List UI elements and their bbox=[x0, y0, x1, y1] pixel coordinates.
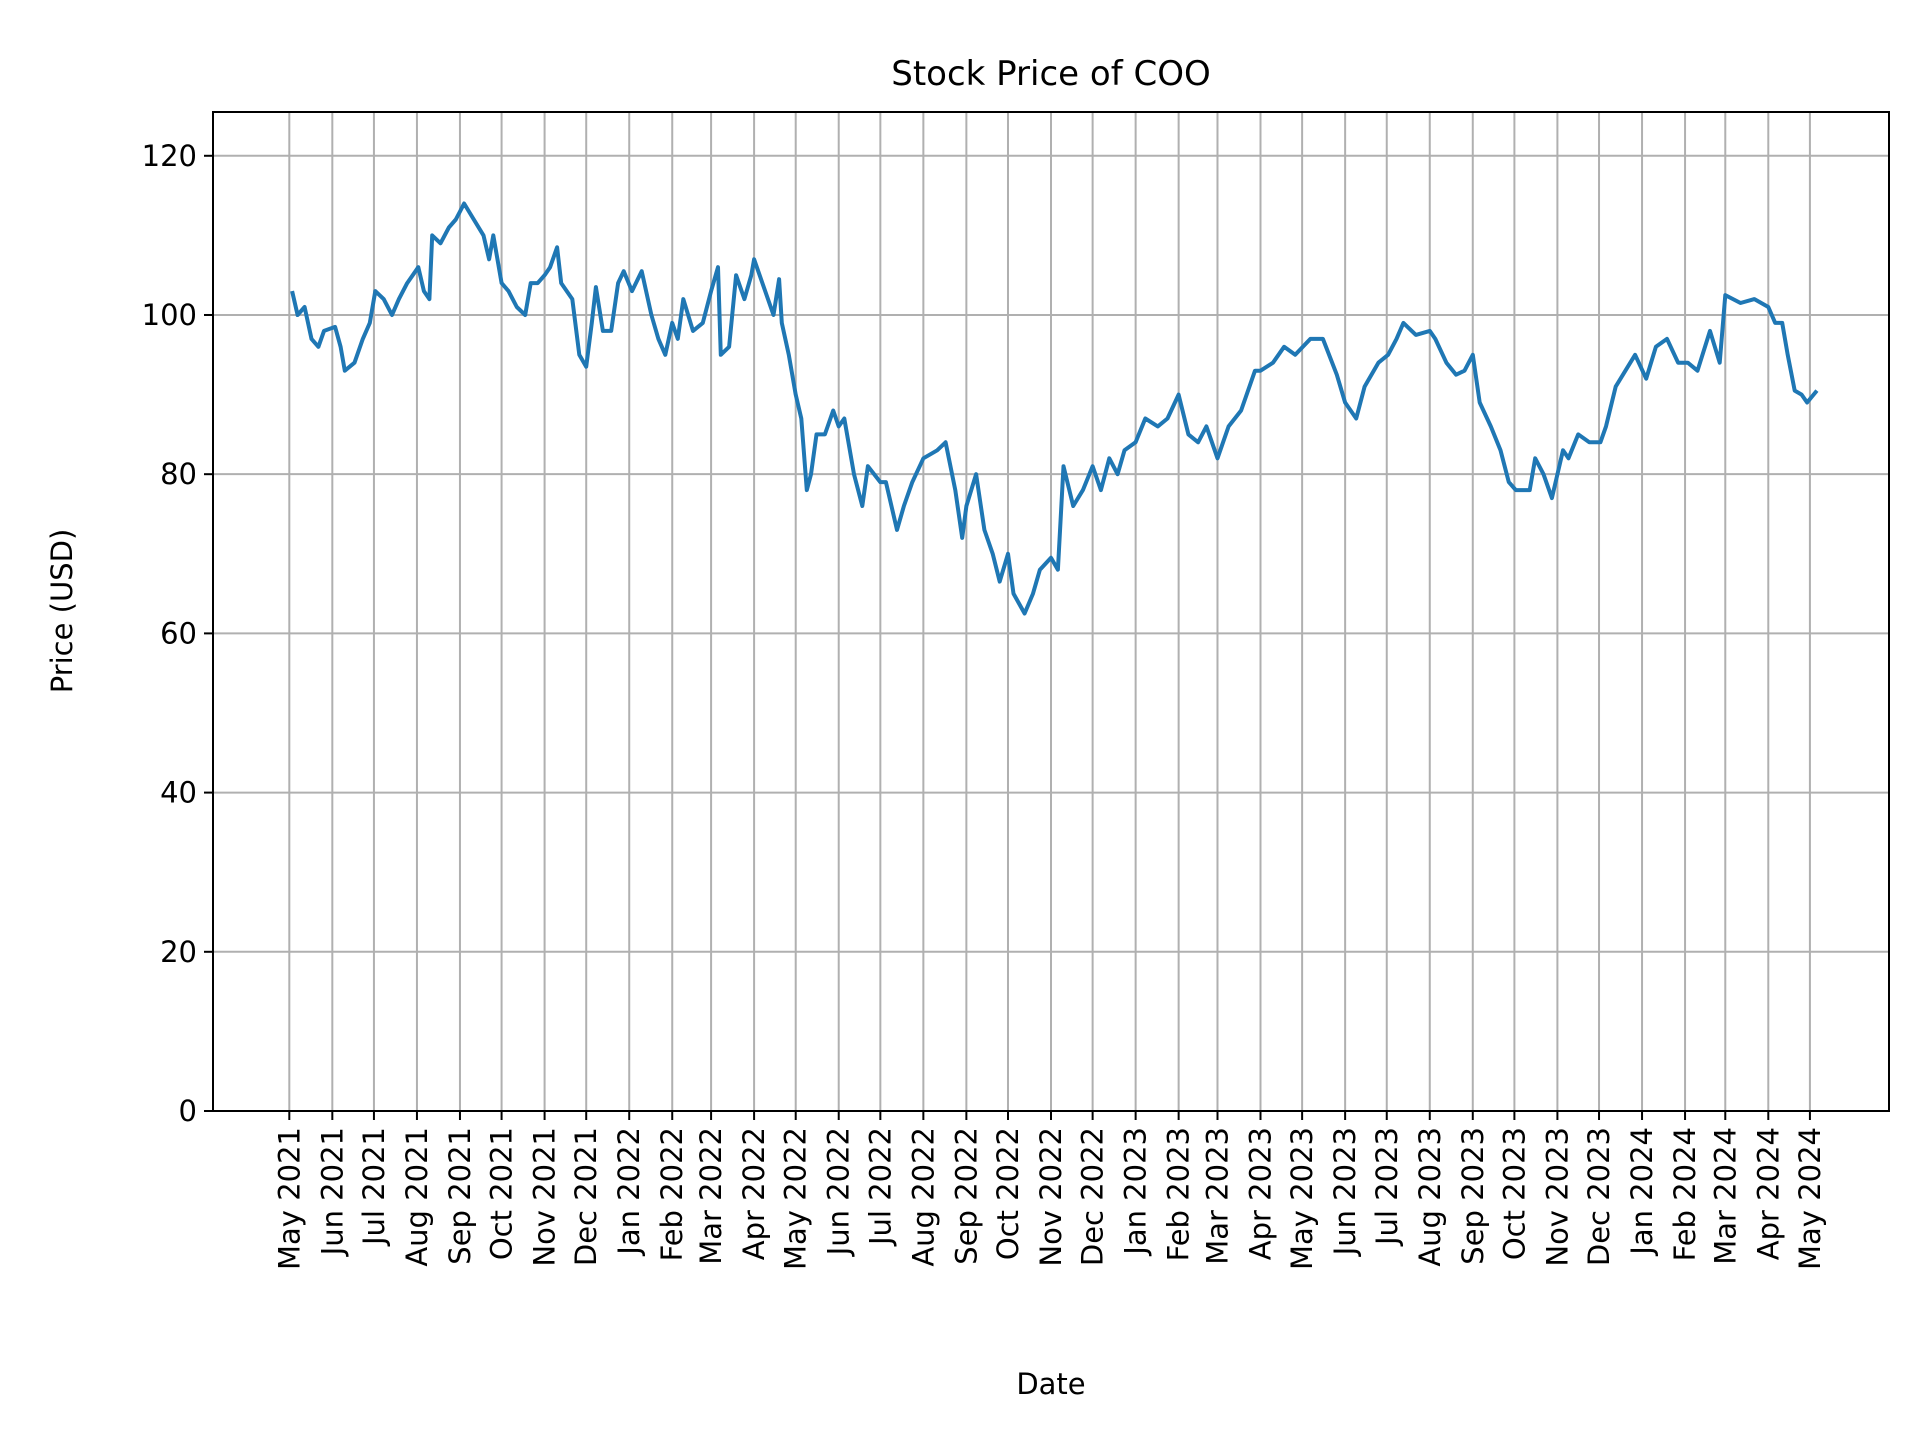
x-tick-label: Mar 2022 bbox=[694, 1127, 728, 1265]
chart-title: Stock Price of COO bbox=[891, 54, 1211, 94]
grid bbox=[213, 112, 1889, 1112]
x-tick-label: Jan 2022 bbox=[612, 1127, 646, 1257]
x-tick-label: Dec 2022 bbox=[1076, 1127, 1110, 1266]
x-tick-label: Oct 2023 bbox=[1497, 1127, 1531, 1260]
x-tick-label: May 2024 bbox=[1793, 1127, 1827, 1270]
x-tick-label: Jul 2022 bbox=[863, 1127, 897, 1247]
x-axis: May 2021 Jun 2021 Jul 2021 Aug 2021 Sep 2021… bbox=[272, 1111, 1827, 1270]
price-line-layer bbox=[290, 201, 1819, 616]
x-tick-label: Jan 2023 bbox=[1119, 1127, 1153, 1257]
x-axis-label: Date bbox=[1016, 1367, 1085, 1401]
x-tick-label: Jun 2023 bbox=[1328, 1127, 1362, 1257]
x-tick-label: May 2022 bbox=[779, 1127, 813, 1270]
x-tick-label: Mar 2023 bbox=[1200, 1127, 1234, 1265]
y-tick-label: 20 bbox=[160, 935, 197, 969]
x-tick-label: Apr 2022 bbox=[737, 1127, 771, 1260]
y-tick-label: 100 bbox=[142, 298, 197, 332]
x-tick-label: Dec 2023 bbox=[1582, 1127, 1616, 1266]
x-tick-label: Sep 2023 bbox=[1456, 1127, 1490, 1265]
x-tick-label: Oct 2021 bbox=[485, 1127, 519, 1260]
x-tick-label: Sep 2022 bbox=[949, 1127, 983, 1265]
y-tick-label: 80 bbox=[160, 457, 197, 491]
x-tick-label: Apr 2023 bbox=[1244, 1127, 1278, 1260]
y-tick-label: 40 bbox=[160, 776, 197, 810]
y-tick-label: 60 bbox=[160, 616, 197, 650]
x-tick-label: Jun 2022 bbox=[822, 1127, 856, 1257]
y-axis: 0 20 40 60 80 100 120 bbox=[142, 139, 213, 1128]
x-tick-label: Jul 2021 bbox=[357, 1127, 391, 1247]
y-tick-label: 120 bbox=[142, 139, 197, 173]
x-tick-label: Nov 2022 bbox=[1034, 1127, 1068, 1267]
x-tick-label: May 2021 bbox=[272, 1127, 306, 1270]
x-tick-label: Aug 2023 bbox=[1413, 1127, 1447, 1267]
x-tick-label: Jul 2023 bbox=[1370, 1127, 1404, 1247]
x-tick-label: Mar 2024 bbox=[1708, 1127, 1742, 1265]
x-tick-label: Aug 2022 bbox=[906, 1127, 940, 1267]
x-tick-label: Apr 2024 bbox=[1751, 1127, 1785, 1260]
x-tick-label: Feb 2024 bbox=[1668, 1127, 1702, 1261]
x-tick-label: Dec 2021 bbox=[569, 1127, 603, 1266]
x-tick-label: Feb 2023 bbox=[1162, 1127, 1196, 1261]
x-tick-label: Oct 2022 bbox=[991, 1127, 1025, 1260]
x-tick-label: Nov 2021 bbox=[528, 1127, 562, 1267]
x-tick-label: Feb 2022 bbox=[655, 1127, 689, 1261]
x-tick-label: Sep 2021 bbox=[443, 1127, 477, 1265]
x-tick-label: Aug 2021 bbox=[400, 1127, 434, 1267]
y-tick-label: 0 bbox=[179, 1094, 197, 1128]
x-tick-label: Jun 2021 bbox=[315, 1127, 349, 1257]
x-tick-label: May 2023 bbox=[1285, 1127, 1319, 1270]
y-axis-label: Price (USD) bbox=[45, 529, 79, 694]
x-tick-label: Jan 2024 bbox=[1625, 1127, 1659, 1257]
x-tick-label: Nov 2023 bbox=[1540, 1127, 1574, 1267]
